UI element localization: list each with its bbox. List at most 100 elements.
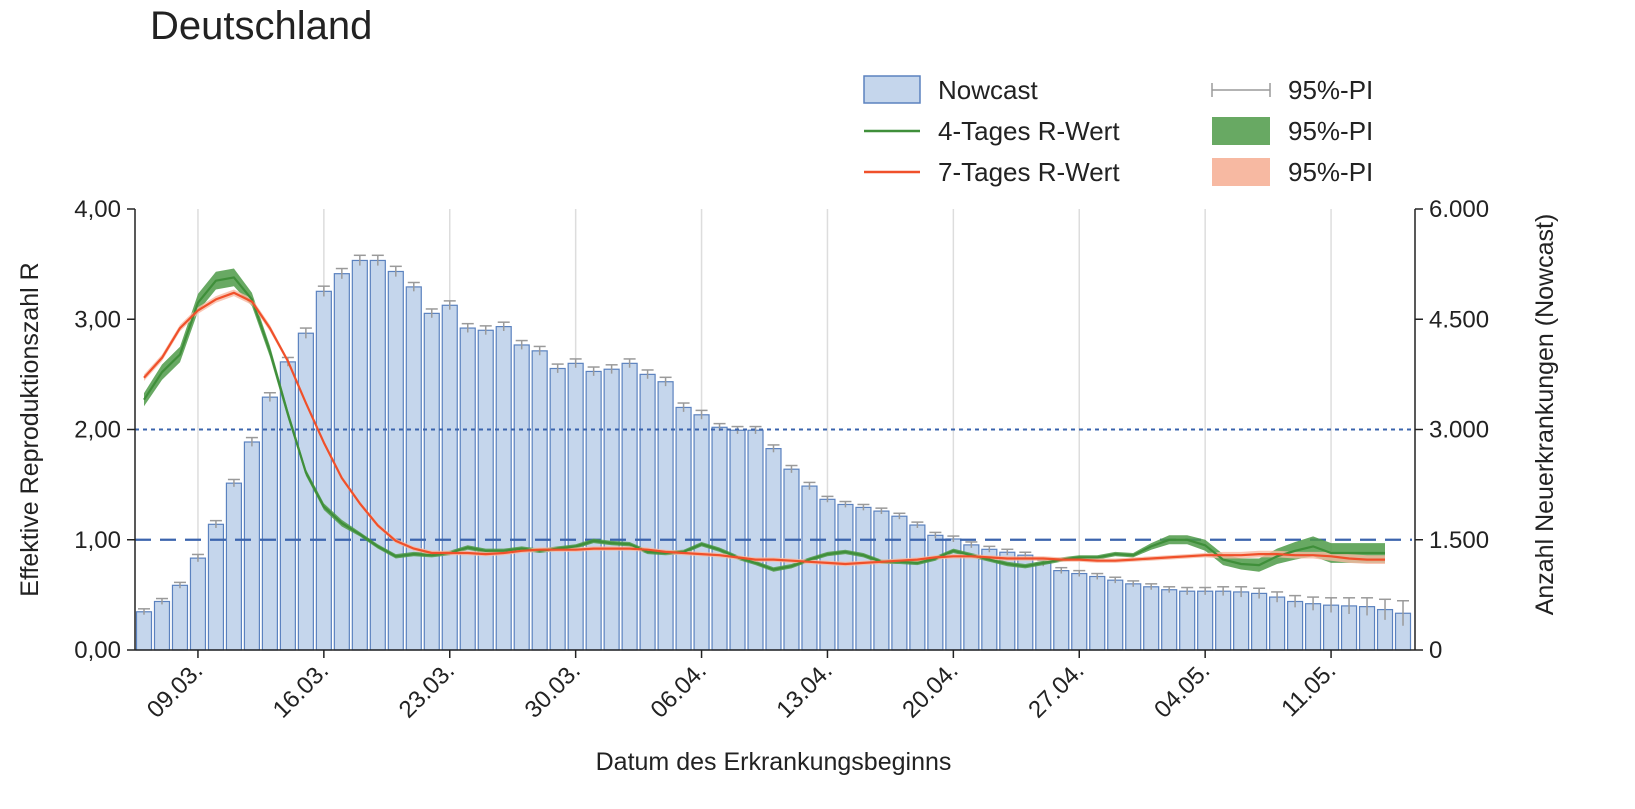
nowcast-bar: [1107, 579, 1124, 651]
x-tick-label: 30.03.: [520, 657, 586, 723]
nowcast-bar: [621, 362, 638, 651]
nowcast-bar: [1125, 583, 1142, 651]
nowcast-bar: [999, 551, 1016, 651]
x-tick-label: 16.03.: [268, 657, 334, 723]
nowcast-errorbar: [1109, 576, 1122, 584]
nowcast-errorbar: [1253, 587, 1266, 599]
chart-title: Deutschland: [150, 4, 373, 48]
y-left-tick-label: 2,00: [74, 417, 121, 444]
nowcast-errorbar: [1361, 597, 1374, 616]
nowcast-bar: [765, 448, 782, 651]
nowcast-errorbar: [965, 541, 978, 548]
nowcast-bar: [1017, 554, 1034, 651]
nowcast-errorbar: [1325, 597, 1338, 613]
legend-label: 95%-PI: [1288, 157, 1373, 187]
y-right-tick-label: 4.500: [1429, 306, 1489, 333]
nowcast-bar: [495, 326, 512, 651]
nowcast-bar: [1304, 603, 1322, 651]
nowcast-bar: [693, 414, 710, 651]
nowcast-errorbar: [893, 512, 906, 520]
nowcast-errorbar: [1091, 572, 1104, 580]
nowcast-errorbar: [1397, 600, 1410, 626]
nowcast-bar: [1269, 596, 1286, 651]
nowcast-bar: [351, 259, 368, 651]
nowcast-errorbar: [227, 478, 240, 487]
nowcast-bar: [315, 290, 332, 651]
nowcast-errorbar: [695, 409, 708, 420]
nowcast-bars: [135, 254, 1412, 651]
y-left-axis-title: Effektive Reproduktionszahl R: [16, 262, 44, 596]
nowcast-errorbar: [1127, 580, 1140, 587]
nowcast-errorbar: [947, 535, 960, 542]
y-left-tick-label: 3,00: [74, 306, 121, 333]
legend-nowcast-swatch: [863, 75, 921, 104]
x-tick-label: 11.05.: [1276, 657, 1341, 722]
nowcast-errorbar: [155, 597, 168, 605]
nowcast-bar: [1035, 562, 1052, 651]
nowcast-errorbar: [1055, 566, 1068, 574]
nowcast-errorbar: [209, 519, 222, 528]
nowcast-bar: [369, 259, 386, 651]
nowcast-errorbar: [497, 321, 510, 332]
nowcast-errorbar: [1001, 548, 1014, 556]
nowcast-errorbar: [479, 325, 492, 335]
nowcast-errorbar: [1163, 586, 1176, 593]
nowcast-errorbar: [425, 308, 438, 318]
nowcast-errorbar: [659, 376, 672, 387]
nowcast-errorbar: [623, 358, 636, 368]
nowcast-bar: [171, 584, 189, 651]
nowcast-errorbar: [173, 581, 186, 589]
nowcast-bar: [1286, 600, 1304, 651]
nowcast-errorbar: [299, 327, 312, 339]
nowcast-bar: [441, 304, 458, 651]
legend-label: 95%-PI: [1288, 75, 1373, 105]
nowcast-bar: [225, 482, 243, 651]
nowcast-errorbar: [551, 363, 564, 373]
x-tick-label: 27.04.: [1023, 657, 1089, 723]
x-tick-label: 04.05.: [1149, 657, 1215, 723]
nowcast-errorbar: [353, 254, 366, 266]
nowcast-bar: [1071, 572, 1088, 651]
y-right-tick-label: 3.000: [1429, 417, 1489, 444]
nowcast-errorbar: [1289, 594, 1302, 608]
nowcast-bar: [927, 534, 944, 651]
nowcast-bar: [1089, 575, 1106, 651]
nowcast-bar: [639, 373, 656, 651]
nowcast-errorbar: [857, 503, 870, 511]
nowcast-bar: [657, 381, 674, 651]
x-tick-label: 13.04.: [771, 657, 837, 723]
r-value-lines: [143, 276, 1385, 571]
nowcast-bar: [1053, 570, 1070, 651]
legend-label: 7-Tages R-Wert: [938, 157, 1120, 187]
y-left-tick-label: 1,00: [74, 527, 121, 554]
nowcast-bar: [1161, 589, 1178, 651]
r4-line: [143, 276, 1385, 571]
nowcast-bar: [1233, 591, 1250, 651]
legend-label: Nowcast: [938, 75, 1038, 105]
nowcast-bar: [459, 327, 476, 651]
nowcast-errorbar: [1181, 586, 1194, 595]
nowcast-errorbar: [839, 500, 852, 508]
nowcast-errorbar: [875, 507, 888, 515]
nowcast-errorbar: [1145, 583, 1158, 590]
nowcast-bar: [819, 498, 836, 651]
nowcast-bar: [243, 441, 261, 651]
nowcast-errorbar: [263, 392, 276, 402]
nowcast-errorbar: [137, 608, 150, 615]
nowcast-bar: [801, 485, 818, 651]
y-right-tick-label: 0: [1429, 637, 1442, 664]
y-left-tick-label: 0,00: [74, 637, 121, 664]
legend-errorbar-swatch: [1211, 83, 1271, 97]
nowcast-errorbar: [533, 345, 546, 356]
nowcast-bar: [873, 510, 890, 651]
nowcast-bar: [1143, 586, 1160, 651]
legend: Nowcast 95%-PI 4-Tages R-Wert 95%-PI 7-Tages…: [863, 75, 1373, 187]
nowcast-errorbar: [929, 531, 942, 539]
nowcast-bar: [333, 273, 350, 651]
nowcast-bar: [513, 344, 530, 651]
nowcast-bar: [585, 370, 602, 651]
nowcast-bar: [855, 506, 872, 651]
nowcast-errorbar: [749, 425, 762, 434]
nowcast-bar: [1197, 590, 1214, 651]
